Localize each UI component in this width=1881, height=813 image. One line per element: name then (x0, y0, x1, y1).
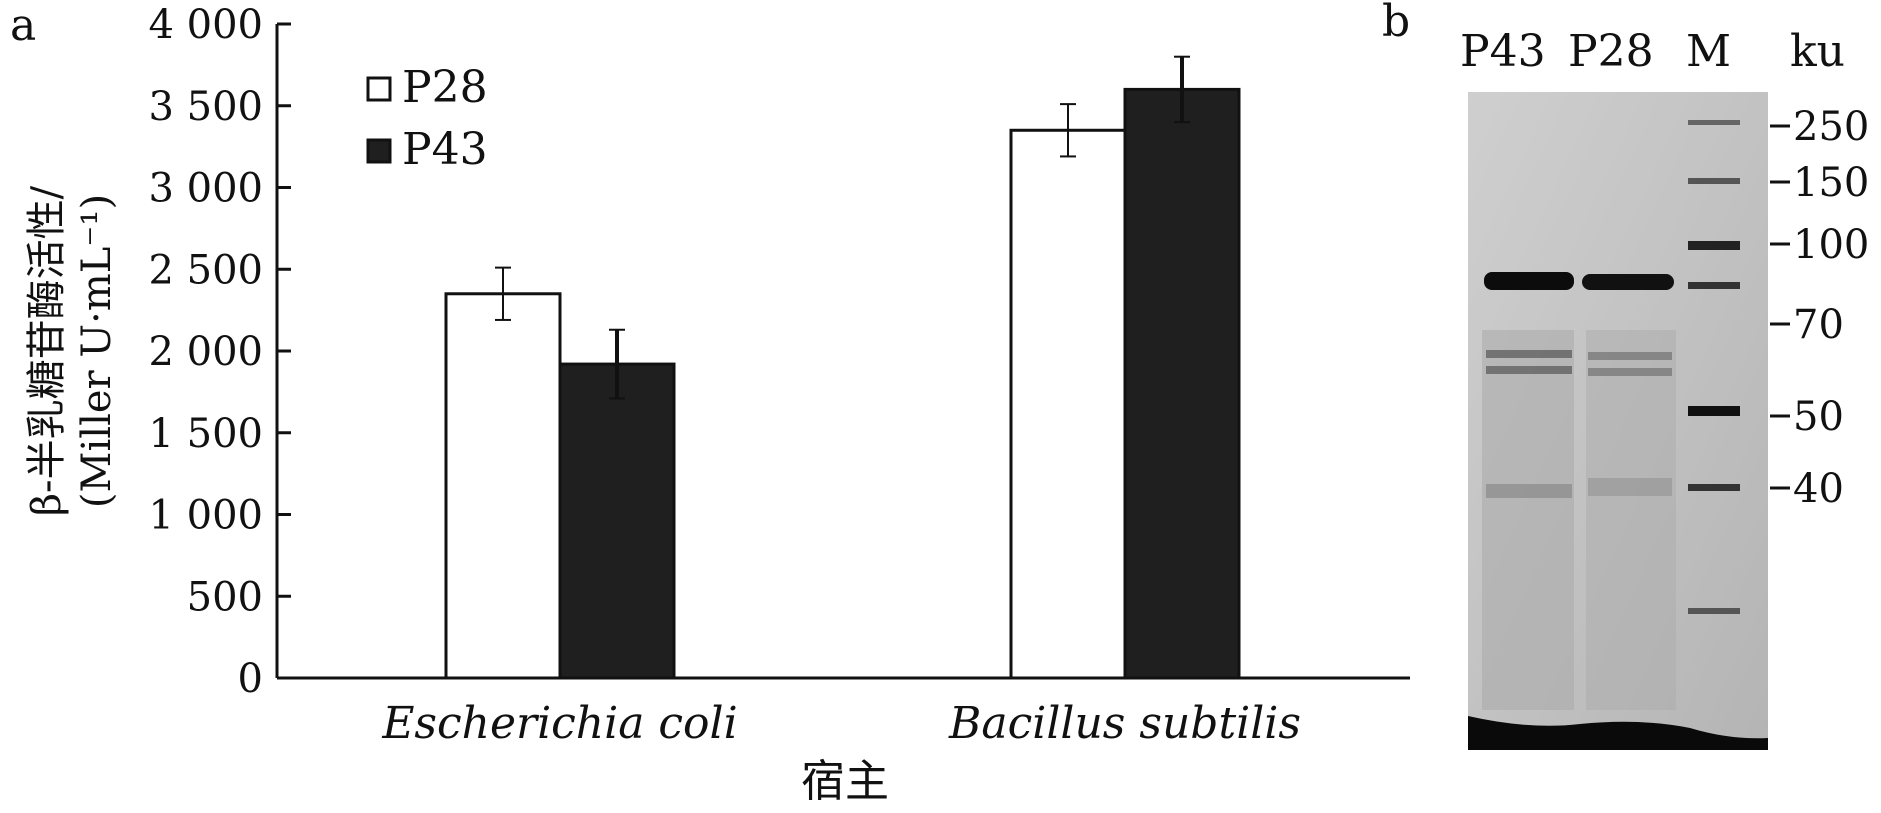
y-ticks: 0 500 1 000 1 500 2 000 2 500 3 000 3 500 4 000 (148, 2, 291, 702)
y-tick-label: 1 500 (148, 411, 263, 457)
error-bars (495, 55, 1190, 400)
gel-marker-band-100 (1688, 241, 1740, 250)
y-axis-label: β-半乳糖苷酶活性/ (Miller U·mL⁻¹) (24, 185, 120, 516)
bar-p28-1 (1009, 128, 1127, 680)
gel-marker-band-low (1688, 608, 1740, 614)
bar-p43-1 (1123, 87, 1241, 680)
legend: P28 P43 (366, 62, 488, 175)
bars (444, 87, 1241, 680)
gel-band-p28-tertiary (1588, 368, 1672, 376)
gel-band-p28-secondary (1588, 352, 1672, 360)
legend-label-p28: P28 (402, 62, 488, 113)
gel-lane-label-p28: P28 (1568, 26, 1654, 77)
marker-label-40: 40 (1793, 466, 1844, 512)
legend-swatch-p43 (366, 138, 392, 164)
y-tick-label: 1 000 (148, 493, 263, 539)
gel-marker-band-50 (1688, 406, 1740, 416)
gel-marker-band-70 (1688, 282, 1740, 289)
gel-marker-band-40 (1688, 484, 1740, 491)
gel-marker-band-250 (1688, 120, 1740, 125)
gel-band-p43-tertiary (1486, 366, 1572, 374)
bar-p28-0 (444, 292, 562, 680)
y-axis-label-line2: (Miller U·mL⁻¹) (74, 194, 120, 508)
category-label-1: Bacillus subtilis (948, 698, 1301, 749)
x-axis-label: 宿主 (801, 756, 889, 807)
panel-b-letter: b (1382, 0, 1410, 47)
category-labels: Escherichia coli Bacillus subtilis (381, 698, 1301, 749)
gel-band-p43-secondary (1486, 350, 1572, 358)
y-tick-label: 2 000 (148, 329, 263, 375)
legend-label-p43: P43 (402, 124, 488, 175)
marker-label-50: 50 (1793, 394, 1844, 440)
gel-band-p43-lower (1486, 484, 1572, 498)
gel-band-p43-main (1484, 272, 1574, 290)
gel-marker-band-150 (1688, 178, 1740, 184)
gel-lane-label-m: M (1686, 26, 1731, 77)
y-tick-label: 4 000 (148, 2, 263, 48)
y-tick-label: 2 500 (148, 247, 263, 293)
gel-dye-front (1468, 716, 1768, 750)
gel-lane-smear-p28 (1586, 330, 1676, 710)
gel-lane-label-p43: P43 (1460, 26, 1546, 77)
marker-label-150: 150 (1793, 160, 1869, 206)
y-tick-label: 3 000 (148, 166, 263, 212)
gel-image (1468, 92, 1768, 750)
marker-label-70: 70 (1793, 302, 1844, 348)
gel-unit-label: ku (1790, 26, 1845, 77)
y-tick-label: 3 500 (148, 84, 263, 130)
y-axis-label-line1: β-半乳糖苷酶活性/ (24, 185, 70, 516)
gel-lane-smear-p43 (1482, 330, 1574, 710)
gel-band-p28-main (1582, 274, 1674, 290)
category-label-0: Escherichia coli (381, 698, 737, 749)
marker-label-250: 250 (1793, 104, 1869, 150)
y-tick-label: 0 (238, 656, 263, 702)
legend-swatch-p28 (366, 76, 392, 102)
marker-scale: 250 150 100 70 50 40 (1770, 104, 1869, 512)
panel-a-letter: a (10, 0, 36, 51)
y-tick-label: 500 (187, 574, 263, 620)
bar-p43-0 (558, 362, 676, 680)
gel-band-p28-lower (1588, 478, 1672, 496)
marker-label-100: 100 (1793, 222, 1869, 268)
